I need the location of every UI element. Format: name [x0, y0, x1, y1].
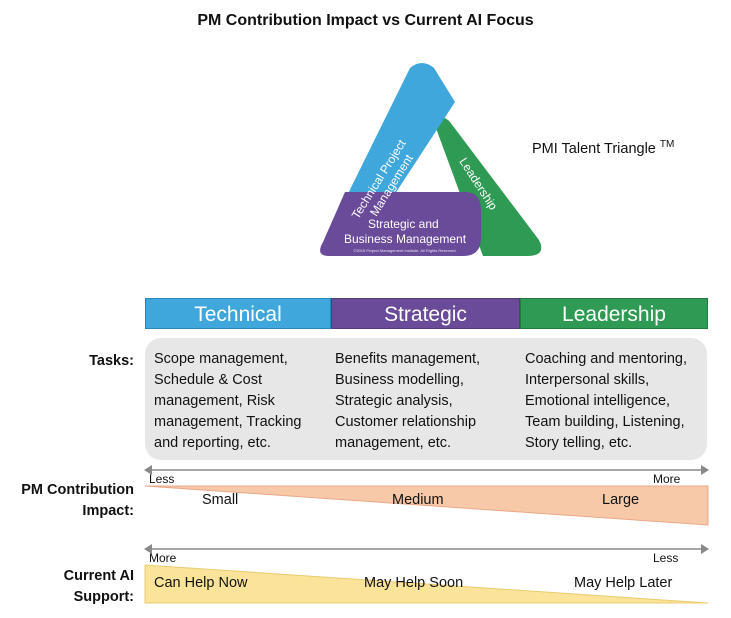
talent-triangle-diagram: Technical Project Management Leadership … [320, 63, 542, 256]
ai-arrowhead-left [144, 544, 152, 554]
triangle-copyright: ©2015 Project Management Institute. All … [353, 248, 456, 253]
impact-level-medium: Medium [392, 492, 444, 508]
impact-arrowhead-right [701, 465, 709, 475]
triangle-technical-side [335, 63, 455, 220]
triangle-strategic-side [320, 192, 481, 256]
ai-level-now: Can Help Now [154, 575, 248, 591]
trademark-mark: TM [659, 139, 675, 150]
talent-triangle-caption-text: PMI Talent Triangle [532, 140, 656, 157]
ai-row-label: Current AI Support: [63, 568, 134, 605]
ai-arrowhead-right [701, 544, 709, 554]
ai-less-label: Less [653, 551, 679, 565]
ai-more-label: More [149, 551, 177, 565]
impact-more-label: More [653, 472, 681, 486]
ai-level-later: May Help Later [574, 575, 673, 591]
impact-less-label: Less [149, 472, 175, 486]
triangle-strategic-label: Strategic and Business Management [344, 217, 467, 246]
column-header-leadership: Leadership [520, 298, 708, 329]
tasks-leadership: Coaching and mentoring, Interpersonal sk… [525, 351, 688, 451]
column-header-technical: Technical [145, 298, 331, 329]
triangle-leadership-side [433, 117, 542, 256]
talent-triangle-caption: PMI Talent Triangle TM [532, 139, 674, 157]
impact-wedge [144, 485, 709, 526]
ai-wedge [144, 564, 709, 604]
page-title: PM Contribution Impact vs Current AI Foc… [197, 12, 534, 29]
impact-level-large: Large [602, 492, 640, 508]
column-header-strategic: Strategic [331, 298, 520, 329]
triangle-strategic-line1: Strategic and [368, 217, 439, 231]
ai-level-soon: May Help Soon [364, 575, 464, 591]
tasks-technical: Scope management, Schedule & Cost manage… [154, 351, 302, 451]
impact-arrowhead-left [144, 465, 152, 475]
tasks-background [145, 338, 707, 460]
triangle-strategic-line2: Business Management [344, 232, 467, 246]
impact-row-label: PM Contribution Impact: [21, 482, 134, 519]
tasks-row-label: Tasks: [89, 353, 134, 369]
tasks-strategic: Benefits management, Business modelling,… [335, 351, 481, 451]
impact-level-small: Small [202, 492, 239, 508]
